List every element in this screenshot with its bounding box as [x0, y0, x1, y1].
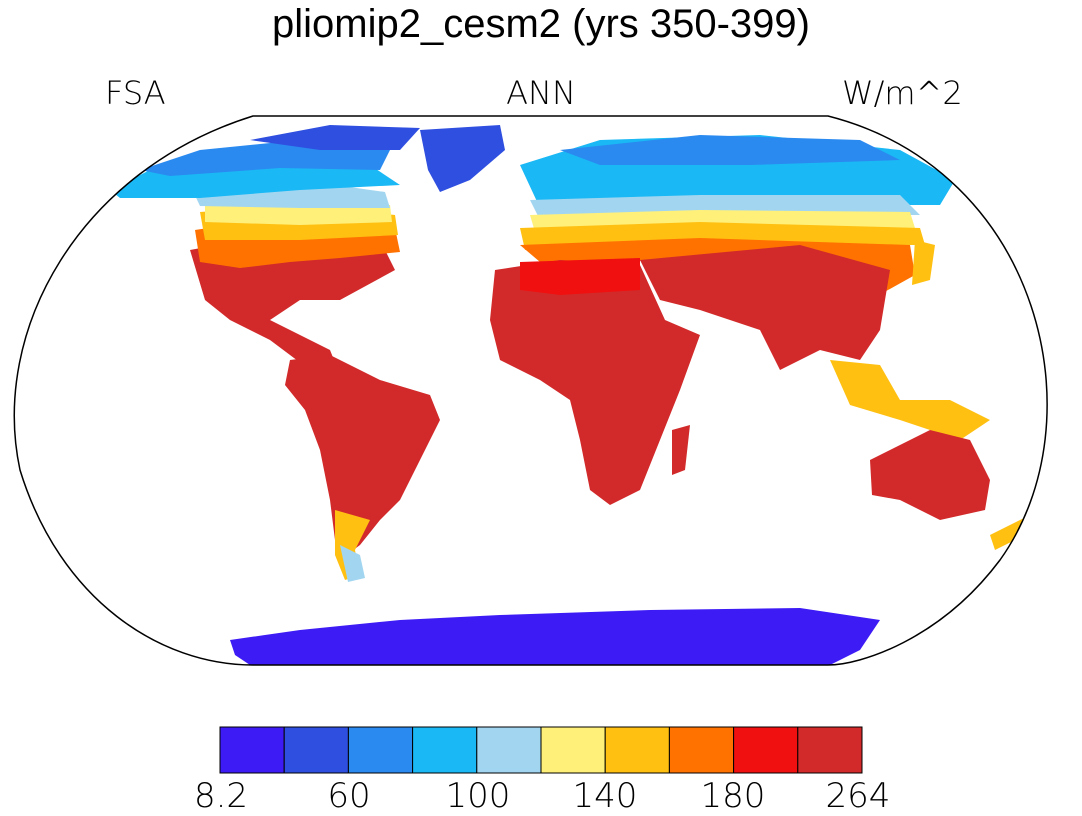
colorbar-box-2	[283, 726, 349, 774]
colorbar-tick-label: 8.2	[193, 776, 249, 816]
map-title: pliomip2_cesm2 (yrs 350-399)	[271, 2, 810, 46]
variable-label: FSA	[105, 74, 166, 112]
australia	[870, 430, 990, 520]
colorbar-tick-label: 140	[572, 776, 638, 816]
south-america-tip	[335, 510, 370, 580]
colorbar-box-6	[540, 726, 606, 774]
map-fill	[110, 125, 1035, 665]
colorbar-tick-label: 60	[327, 776, 371, 816]
colorbar-tick-label: 100	[445, 776, 511, 816]
units-label: W/m^2	[842, 74, 963, 112]
asia-south	[640, 245, 890, 370]
colorbar-box-7	[604, 726, 670, 774]
colorbar	[219, 726, 863, 774]
colorbar-tick-label: 264	[825, 776, 891, 816]
colorbar-box-1	[219, 726, 285, 774]
season-label: ANN	[506, 74, 576, 112]
eurasia-arctic	[560, 135, 900, 165]
colorbar-box-10	[797, 726, 863, 774]
colorbar-box-4	[412, 726, 478, 774]
africa	[490, 260, 700, 505]
globe-outline	[13, 115, 1048, 666]
africa-north	[520, 258, 640, 295]
colorbar-box-5	[476, 726, 542, 774]
madagascar	[672, 425, 690, 475]
japan	[912, 240, 935, 285]
greenland	[420, 125, 505, 192]
colorbar-box-8	[668, 726, 735, 774]
antarctica	[230, 608, 880, 665]
arctic-islands	[250, 125, 420, 150]
colorbar-tick-label: 180	[700, 776, 766, 816]
new-zealand	[990, 515, 1035, 550]
colorbar-box-9	[733, 726, 799, 774]
south-america	[285, 355, 440, 560]
patagonia	[340, 545, 365, 582]
colorbar-box-3	[347, 726, 414, 774]
se-asia	[830, 360, 990, 440]
